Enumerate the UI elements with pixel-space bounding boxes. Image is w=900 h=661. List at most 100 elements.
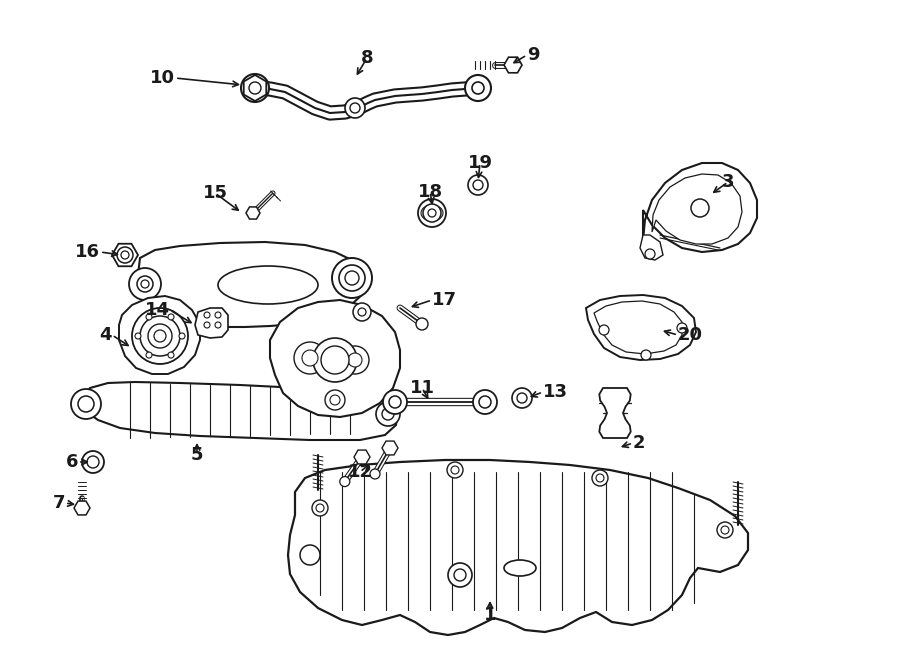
Polygon shape [112,244,138,266]
Polygon shape [594,301,682,354]
Text: 9: 9 [527,46,539,64]
Circle shape [468,175,488,195]
Circle shape [148,324,172,348]
Text: 14: 14 [145,301,170,319]
Text: 2: 2 [633,434,645,452]
Circle shape [479,396,491,408]
Circle shape [472,82,484,94]
Text: 20: 20 [678,326,703,344]
Text: 12: 12 [347,463,373,481]
Circle shape [312,500,328,516]
Circle shape [341,346,369,374]
Circle shape [313,338,357,382]
Text: 18: 18 [418,183,443,201]
Circle shape [465,75,491,101]
Text: 6: 6 [66,453,78,471]
Polygon shape [82,382,398,440]
Text: 1: 1 [484,606,496,624]
Circle shape [168,352,174,358]
Polygon shape [652,174,742,244]
Circle shape [249,82,261,94]
Circle shape [316,504,324,512]
Polygon shape [504,58,522,73]
Polygon shape [195,308,228,338]
Text: 16: 16 [75,243,100,261]
Circle shape [454,569,466,581]
Circle shape [71,389,101,419]
Polygon shape [138,242,368,327]
Polygon shape [119,296,200,374]
Circle shape [596,474,604,482]
Circle shape [517,393,527,403]
Circle shape [332,258,372,298]
Circle shape [248,81,262,95]
Polygon shape [288,460,748,635]
Circle shape [129,268,161,300]
Circle shape [677,323,687,333]
Circle shape [691,199,709,217]
Polygon shape [643,163,757,252]
Circle shape [140,316,180,356]
Polygon shape [640,235,663,260]
Circle shape [87,456,99,468]
Polygon shape [354,450,370,464]
Text: 13: 13 [543,383,568,401]
Circle shape [348,353,362,367]
Circle shape [428,209,436,217]
Polygon shape [586,295,696,360]
Circle shape [717,522,733,538]
Circle shape [339,265,365,291]
Circle shape [204,322,210,328]
Text: 4: 4 [100,326,112,344]
Circle shape [241,74,269,102]
Circle shape [416,318,428,330]
Circle shape [447,462,463,478]
Text: 19: 19 [467,154,492,172]
Circle shape [135,333,141,339]
Circle shape [345,98,365,118]
Circle shape [117,247,133,263]
Circle shape [592,470,608,486]
Circle shape [82,451,104,473]
Circle shape [389,396,401,408]
Circle shape [473,180,483,190]
Circle shape [451,466,459,474]
Polygon shape [270,300,400,417]
Polygon shape [74,501,90,515]
Circle shape [353,303,371,321]
Text: 7: 7 [52,494,65,512]
Circle shape [300,545,320,565]
Text: 17: 17 [432,291,457,309]
Circle shape [168,314,174,320]
Text: 15: 15 [202,184,228,202]
Circle shape [215,312,221,318]
Text: 10: 10 [150,69,175,87]
Circle shape [599,325,609,335]
Circle shape [448,563,472,587]
Circle shape [345,271,359,285]
Circle shape [340,477,350,486]
Circle shape [215,322,221,328]
Circle shape [641,350,651,360]
Text: 3: 3 [722,173,734,191]
Text: 11: 11 [410,379,435,397]
Text: 5: 5 [191,446,203,464]
Circle shape [78,396,94,412]
Circle shape [721,526,729,534]
Circle shape [146,314,152,320]
Circle shape [325,390,345,410]
Ellipse shape [421,205,443,221]
Circle shape [137,276,153,292]
Circle shape [358,308,366,316]
Circle shape [121,251,129,259]
Ellipse shape [504,560,536,576]
Circle shape [179,333,185,339]
Circle shape [302,350,318,366]
Circle shape [418,199,446,227]
Circle shape [645,249,655,259]
Polygon shape [244,75,266,101]
Circle shape [146,352,152,358]
Circle shape [294,342,326,374]
Circle shape [423,204,441,222]
Circle shape [382,408,394,420]
